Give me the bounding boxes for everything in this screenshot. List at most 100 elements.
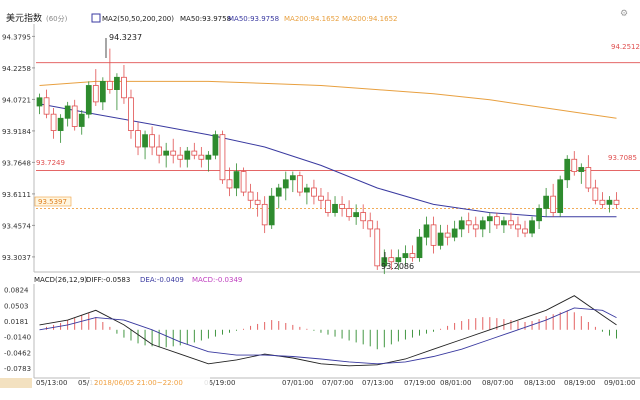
price-tick-label: 93.3037	[2, 254, 31, 262]
candle-body	[346, 208, 352, 218]
current-price-box	[34, 196, 72, 207]
candle-body	[599, 199, 606, 205]
price-panel	[33, 24, 640, 273]
price-tick-label: 93.4574	[2, 222, 31, 230]
candle-body	[479, 220, 486, 230]
high-label: 94.3237	[109, 33, 142, 42]
price-tick-label: 93.7648	[2, 159, 31, 167]
candle-body	[177, 154, 184, 160]
candle-body	[465, 220, 472, 226]
candle-body	[135, 130, 141, 148]
candle-body	[409, 253, 416, 259]
settings-icon[interactable]	[91, 13, 101, 23]
ma200-line	[39, 80, 617, 119]
price-tick-label: 93.6111	[2, 191, 31, 199]
candle-body	[451, 228, 458, 238]
left-corner-box	[0, 378, 32, 388]
candle-body	[494, 216, 500, 226]
candle-body	[261, 203, 268, 226]
settings-gear-icon[interactable]: ⚙	[620, 9, 628, 19]
chart-title: 美元指数	[6, 12, 42, 24]
candle-body	[522, 228, 528, 234]
candle-body	[289, 175, 296, 181]
candle-body	[282, 179, 289, 189]
candle-body	[219, 134, 226, 181]
candle-body	[268, 195, 275, 226]
time-label: 08/07:00	[482, 379, 513, 387]
macd-name: MACD(26,12,9)	[34, 276, 87, 284]
time-label: 06/19:00	[204, 379, 235, 387]
candle-body	[437, 232, 444, 246]
dea-line	[39, 307, 617, 365]
time-label: 07/07:00	[322, 379, 353, 387]
candle-body	[114, 76, 120, 90]
macd-axis: 0.0824 0.0503 0.0181 -0.0140 -0.0462 -0.0783	[4, 287, 31, 373]
candle-body	[578, 167, 585, 172]
diff-line	[39, 295, 617, 367]
macd-tick-label: 0.0181	[4, 318, 29, 326]
price-tick-label: 93.9184	[2, 128, 31, 136]
candle-body	[501, 220, 507, 226]
macd-lines	[39, 295, 617, 367]
candle-body	[388, 257, 395, 263]
candle-body	[543, 195, 549, 209]
candle-body	[184, 150, 191, 160]
macd-dea: DEA:-0.0409	[140, 276, 184, 284]
candle-body	[212, 134, 219, 156]
macd-tick-label: -0.0462	[4, 349, 31, 357]
candle-body	[339, 203, 345, 209]
low-annotation: 93.2086	[381, 252, 414, 271]
candle-body	[99, 80, 106, 103]
current-price-label: 93.5397	[38, 198, 67, 206]
time-label: 07/13:00	[362, 379, 393, 387]
moving-averages	[39, 80, 617, 218]
candle-body	[254, 199, 261, 205]
price-tick-label: 94.0721	[2, 96, 31, 104]
candle-body	[226, 179, 233, 189]
candle-body	[332, 203, 338, 213]
candle-body	[107, 80, 113, 90]
candle-body	[57, 117, 64, 131]
macd-tick-label: -0.0140	[4, 334, 31, 342]
ma-legend: MA2(50,50,200,200)	[102, 15, 174, 23]
candle-body	[318, 195, 324, 201]
candle-body	[325, 199, 331, 213]
candle-body	[360, 212, 367, 222]
candle-body	[247, 191, 254, 201]
candle-body	[233, 171, 240, 189]
candle-body	[170, 150, 177, 156]
candle-body	[163, 150, 170, 156]
candle-body	[50, 113, 57, 131]
candle-body	[508, 220, 514, 226]
candle-body	[472, 224, 479, 230]
candle-body	[353, 212, 360, 218]
time-tooltip-box	[90, 377, 210, 387]
candle-body	[606, 199, 613, 205]
candle-body	[592, 187, 599, 201]
time-label: 08/19:00	[564, 379, 595, 387]
candle-body	[374, 228, 381, 267]
candle-body	[613, 199, 620, 205]
ma50-value-b: MA50:93.9758	[228, 15, 279, 23]
red-line-label-mid-right: 93.7085	[608, 154, 637, 162]
horizontal-lines	[36, 62, 640, 209]
candle-body	[444, 232, 451, 238]
candle-body	[458, 220, 465, 230]
candle-body	[191, 150, 198, 156]
time-axis: 05/13:00 05/11 06/19:00 07/01:00 07/07:00 07/…	[36, 379, 635, 387]
candle-body	[64, 105, 71, 119]
candle-body	[36, 97, 43, 107]
candle-body	[536, 208, 542, 222]
candle-body	[128, 97, 134, 131]
red-line-label-top: 94.2512	[611, 43, 640, 51]
low-label: 93.2086	[381, 262, 414, 271]
macd-diff: DIFF:-0.0583	[86, 276, 130, 284]
price-tick-label: 94.2258	[2, 65, 31, 73]
candle-body	[85, 85, 92, 115]
price-axis: 94.3795 94.2258 94.0721 93.9184 93.7648 93.61…	[2, 33, 35, 262]
candle-body	[585, 167, 592, 189]
price-tick-label: 94.3795	[2, 33, 31, 41]
candle-body	[557, 179, 564, 213]
candle-body	[515, 224, 521, 230]
